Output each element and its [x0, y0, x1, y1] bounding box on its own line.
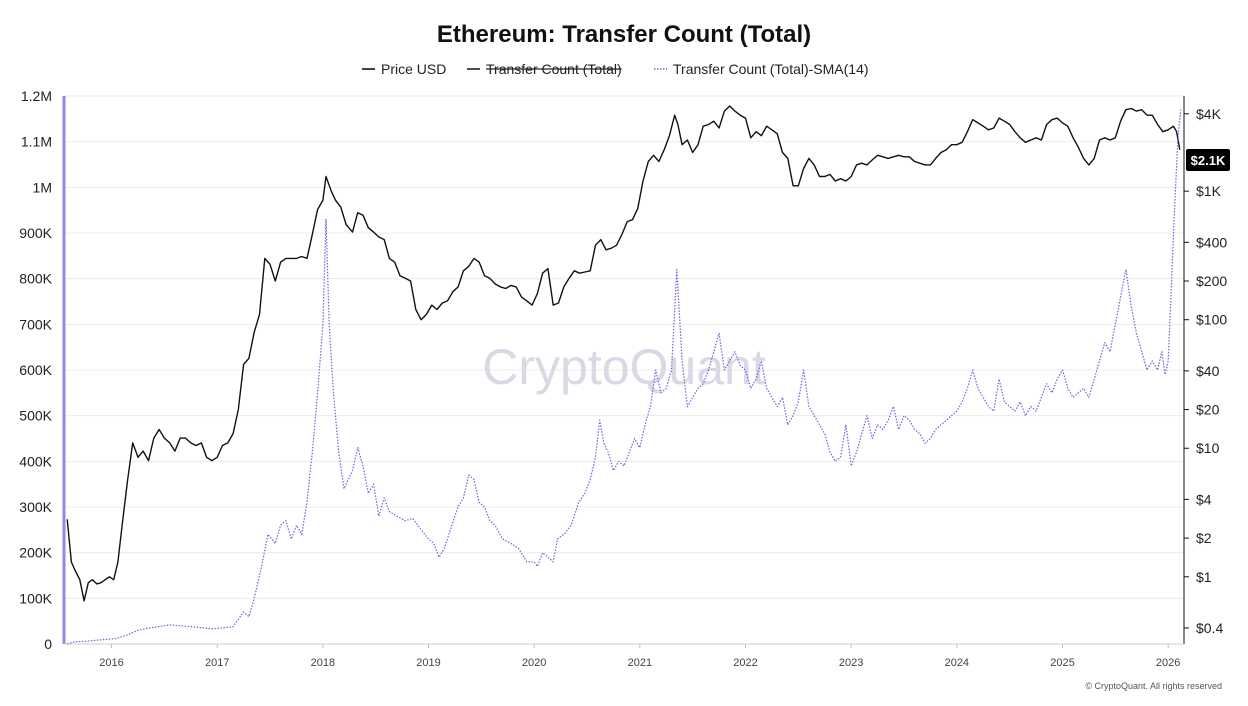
y-left-tick-label: 700K — [19, 316, 52, 332]
legend-label-sma: Transfer Count (Total)-SMA(14) — [673, 61, 869, 77]
series-line-price-usd — [66, 105, 1181, 602]
y-left-tick-label: 1.2M — [21, 88, 52, 104]
left-axis: 0 100K 200K 300K 400K 500K 600K 700K 800K 900K 1M 1… — [19, 88, 52, 652]
x-tick-label: 2022 — [733, 657, 757, 669]
y-right-tick-label: $10 — [1196, 440, 1220, 456]
series-line-transfer-count-sma — [67, 109, 1182, 645]
legend-item-transfer-count[interactable]: Transfer Count (Total) — [467, 61, 622, 77]
price-badge: $2.1K — [1186, 149, 1230, 171]
legend-item-sma[interactable]: Transfer Count (Total)-SMA(14) — [654, 61, 869, 77]
x-axis: 2016 2017 2018 2019 2020 2021 2022 2023 2024 2025… — [99, 644, 1180, 669]
legend-item-price[interactable]: Price USD — [362, 61, 446, 77]
y-right-tick-label: $0.4 — [1196, 620, 1223, 636]
x-tick-label: 2024 — [945, 657, 969, 669]
credit-text: © CryptoQuant. All rights reserved — [1085, 681, 1222, 691]
y-right-tick-label: $100 — [1196, 312, 1227, 328]
y-left-tick-label: 1M — [33, 179, 52, 195]
y-left-tick-label: 800K — [19, 271, 52, 287]
x-tick-label: 2021 — [628, 657, 652, 669]
y-left-tick-label: 100K — [19, 590, 52, 606]
x-tick-label: 2023 — [839, 657, 863, 669]
watermark: CryptoQuant — [482, 339, 766, 395]
y-left-tick-label: 0 — [44, 636, 52, 652]
y-right-tick-label: $4 — [1196, 491, 1212, 507]
x-tick-label: 2019 — [416, 657, 440, 669]
y-right-tick-label: $20 — [1196, 402, 1220, 418]
x-tick-label: 2016 — [99, 657, 123, 669]
y-right-tick-label: $2 — [1196, 530, 1212, 546]
y-left-tick-label: 500K — [19, 408, 52, 424]
x-tick-label: 2018 — [311, 657, 335, 669]
y-left-tick-label: 900K — [19, 225, 52, 241]
series-layer — [66, 105, 1182, 645]
legend-label-price: Price USD — [381, 61, 446, 77]
x-tick-label: 2017 — [205, 657, 229, 669]
price-badge-label: $2.1K — [1191, 153, 1226, 168]
legend: Price USD Transfer Count (Total) Transfe… — [362, 61, 869, 77]
chart-title: Ethereum: Transfer Count (Total) — [437, 21, 811, 48]
y-right-tick-label: $4K — [1196, 106, 1222, 122]
x-tick-label: 2025 — [1050, 657, 1074, 669]
y-right-tick-label: $1 — [1196, 569, 1212, 585]
y-right-tick-label: $1K — [1196, 183, 1222, 199]
y-left-tick-label: 300K — [19, 499, 52, 515]
y-left-tick-label: 600K — [19, 362, 52, 378]
x-tick-label: 2020 — [522, 657, 546, 669]
y-left-tick-label: 1.1M — [21, 134, 52, 150]
right-axis: $0.4 $1 $2 $4 $10 $20 $40 $100 $200 $400 $1K $4K — [1184, 106, 1227, 636]
y-left-tick-label: 400K — [19, 453, 52, 469]
x-tick-label: 2026 — [1156, 657, 1180, 669]
y-right-tick-label: $200 — [1196, 273, 1227, 289]
price-badge-bg — [1186, 149, 1230, 171]
y-left-tick-label: 200K — [19, 545, 52, 561]
y-right-tick-label: $40 — [1196, 363, 1220, 379]
y-right-tick-label: $400 — [1196, 234, 1227, 250]
